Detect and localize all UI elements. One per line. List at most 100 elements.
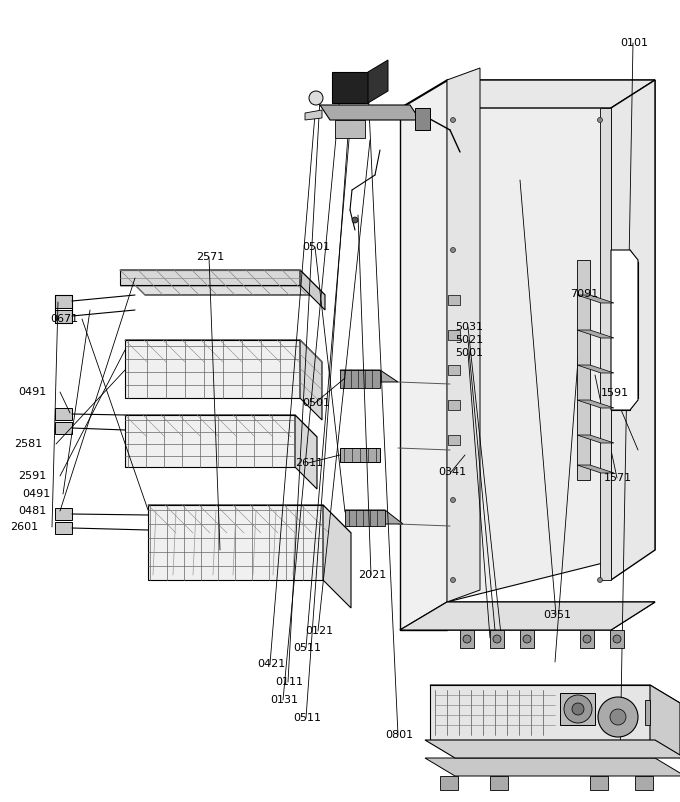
Circle shape xyxy=(564,695,592,723)
Circle shape xyxy=(610,709,626,725)
Circle shape xyxy=(598,697,638,737)
Circle shape xyxy=(572,703,584,715)
Text: 0511: 0511 xyxy=(293,713,321,723)
Text: 1591: 1591 xyxy=(601,388,629,398)
Circle shape xyxy=(598,118,602,123)
Text: 0481: 0481 xyxy=(18,506,46,516)
Text: 0421: 0421 xyxy=(257,659,285,669)
Circle shape xyxy=(493,635,501,643)
Polygon shape xyxy=(125,415,295,467)
Polygon shape xyxy=(125,415,317,437)
Text: 2571: 2571 xyxy=(196,252,224,262)
Polygon shape xyxy=(345,510,385,526)
Circle shape xyxy=(598,577,602,582)
Polygon shape xyxy=(635,776,653,790)
Circle shape xyxy=(613,635,621,643)
Circle shape xyxy=(450,577,456,582)
Polygon shape xyxy=(400,80,447,630)
Polygon shape xyxy=(448,400,460,410)
Text: 0101: 0101 xyxy=(620,38,648,48)
Polygon shape xyxy=(340,370,380,388)
Polygon shape xyxy=(345,510,403,524)
Circle shape xyxy=(463,635,471,643)
Polygon shape xyxy=(490,630,504,648)
Polygon shape xyxy=(125,340,300,398)
Text: 2021: 2021 xyxy=(358,570,386,580)
Polygon shape xyxy=(335,120,365,138)
Text: 2601: 2601 xyxy=(10,522,38,532)
Circle shape xyxy=(450,248,456,253)
Polygon shape xyxy=(340,448,380,462)
Polygon shape xyxy=(590,776,608,790)
Polygon shape xyxy=(447,80,655,602)
Text: 0131: 0131 xyxy=(270,695,298,705)
Polygon shape xyxy=(577,260,590,480)
Polygon shape xyxy=(55,522,72,534)
Polygon shape xyxy=(400,602,655,630)
Text: 7091: 7091 xyxy=(570,289,598,299)
Polygon shape xyxy=(55,508,72,520)
Polygon shape xyxy=(323,505,351,608)
Polygon shape xyxy=(430,685,650,740)
Polygon shape xyxy=(610,630,624,648)
Polygon shape xyxy=(55,310,72,323)
Polygon shape xyxy=(460,630,474,648)
Text: 2591: 2591 xyxy=(18,471,46,481)
Polygon shape xyxy=(577,435,614,443)
Polygon shape xyxy=(580,630,594,648)
Circle shape xyxy=(583,635,591,643)
Polygon shape xyxy=(368,60,388,103)
Text: 0671: 0671 xyxy=(50,314,78,324)
Text: 2611: 2611 xyxy=(295,458,323,468)
Polygon shape xyxy=(125,340,322,362)
Polygon shape xyxy=(611,250,638,410)
Text: 5001: 5001 xyxy=(455,348,483,358)
Polygon shape xyxy=(577,365,614,373)
Polygon shape xyxy=(305,110,322,120)
Polygon shape xyxy=(332,72,368,103)
Polygon shape xyxy=(520,630,534,648)
Circle shape xyxy=(450,118,456,123)
Polygon shape xyxy=(560,693,595,725)
Text: 2581: 2581 xyxy=(14,439,42,449)
Text: 5021: 5021 xyxy=(455,335,483,345)
Text: 0801: 0801 xyxy=(385,730,413,740)
Polygon shape xyxy=(577,465,614,473)
Circle shape xyxy=(352,217,358,223)
Text: 0501: 0501 xyxy=(302,242,330,252)
Polygon shape xyxy=(600,108,611,580)
Polygon shape xyxy=(650,685,680,758)
Polygon shape xyxy=(645,700,650,725)
Polygon shape xyxy=(55,422,72,434)
Text: 5031: 5031 xyxy=(455,322,483,332)
Polygon shape xyxy=(577,330,614,338)
Polygon shape xyxy=(148,505,351,533)
Polygon shape xyxy=(120,270,300,285)
Polygon shape xyxy=(55,295,72,308)
Polygon shape xyxy=(55,408,72,420)
Polygon shape xyxy=(490,776,508,790)
Polygon shape xyxy=(148,505,323,580)
Polygon shape xyxy=(400,602,655,630)
Text: 0511: 0511 xyxy=(293,643,321,653)
Polygon shape xyxy=(448,435,460,445)
Polygon shape xyxy=(430,685,680,703)
Polygon shape xyxy=(425,740,680,758)
Polygon shape xyxy=(447,68,480,602)
Polygon shape xyxy=(611,80,655,580)
Text: 0501: 0501 xyxy=(302,398,330,408)
Polygon shape xyxy=(400,80,655,108)
Circle shape xyxy=(450,497,456,503)
Polygon shape xyxy=(425,758,680,776)
Polygon shape xyxy=(440,776,458,790)
Polygon shape xyxy=(300,340,322,420)
Polygon shape xyxy=(320,105,420,120)
Polygon shape xyxy=(120,270,325,295)
Polygon shape xyxy=(340,370,398,382)
Text: 1571: 1571 xyxy=(604,473,632,483)
Polygon shape xyxy=(448,330,460,340)
Text: 0491: 0491 xyxy=(18,387,46,397)
Text: 0341: 0341 xyxy=(438,467,466,477)
Polygon shape xyxy=(295,415,317,489)
Text: 0121: 0121 xyxy=(305,626,333,636)
